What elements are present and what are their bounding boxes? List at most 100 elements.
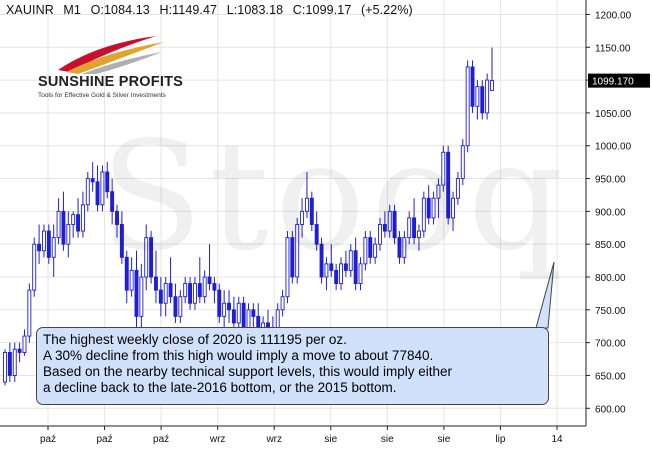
candle-body	[76, 214, 81, 232]
candle-body	[17, 348, 22, 353]
candle-body	[95, 181, 100, 206]
candle-body	[343, 263, 348, 271]
candle-body	[402, 237, 407, 258]
y-tick-label: 950.00	[595, 175, 626, 186]
candle-body	[309, 197, 314, 225]
annotation-line: The highest weekly close of 2020 is 1111…	[43, 332, 347, 347]
x-tick-label: sie	[381, 434, 394, 445]
candle-body	[421, 197, 426, 232]
candle-body	[227, 302, 231, 311]
candle-body	[353, 250, 358, 285]
watermark: Stooq	[100, 110, 570, 284]
last-price-badge	[588, 73, 650, 88]
logo-tagline: Tools for Effective Gold & Silver Invest…	[38, 92, 166, 99]
candle-body	[236, 302, 241, 324]
candle-body	[192, 283, 197, 304]
candle-body	[154, 276, 158, 291]
candle-body	[188, 283, 193, 304]
candle-body	[470, 66, 475, 107]
candle-body	[319, 243, 324, 278]
candle-body	[285, 237, 290, 298]
candle-body	[334, 269, 339, 285]
symbol-label: XAUINR	[6, 3, 54, 17]
candle-body	[475, 86, 480, 107]
change-value: (+5.22%)	[360, 3, 413, 17]
candle-body	[119, 224, 124, 258]
annotation-line: a decline back to the late-2016 bottom, …	[43, 380, 397, 395]
annotation-line: Based on the nearby technical support le…	[43, 364, 452, 379]
candle-body	[241, 302, 246, 330]
candle-body	[280, 296, 285, 311]
chart-header: XAUINR M1 O:1084.13 H:1149.47 L:1083.18 …	[6, 3, 419, 17]
open-value: O:1084.13	[90, 3, 150, 17]
candle-body	[339, 263, 343, 285]
x-tick-label: wrz	[265, 434, 282, 445]
logo-name: SUNSHINE PROFITS	[38, 74, 183, 90]
candle-body	[485, 79, 490, 114]
interval-label: M1	[63, 3, 81, 17]
candle-body	[460, 145, 465, 179]
candle-body	[329, 263, 334, 271]
candle-body	[382, 224, 387, 232]
annotation-line: A 30% decline from this high would imply…	[43, 348, 434, 363]
candle-body	[407, 217, 412, 239]
candle-body	[42, 230, 46, 252]
candle-body	[80, 204, 85, 232]
candle-body	[7, 352, 12, 376]
y-tick-label: 1050.00	[595, 109, 632, 120]
candle-body	[46, 230, 51, 258]
candle-body	[56, 210, 61, 239]
y-tick-label: 700.00	[595, 339, 626, 350]
y-tick-label: 1200.00	[595, 10, 632, 21]
candle-body	[368, 237, 373, 258]
candle-body	[451, 197, 455, 219]
candle-body	[373, 243, 378, 258]
y-tick-label: 1150.00	[595, 43, 631, 54]
high-value: H:1149.47	[159, 3, 218, 17]
y-tick-label: 600.00	[595, 404, 626, 415]
candle-body	[27, 289, 32, 337]
candle-body	[358, 263, 363, 285]
candle-body	[480, 86, 485, 114]
candle-body	[251, 309, 256, 317]
candle-body	[100, 171, 105, 206]
candle-body	[85, 178, 90, 206]
candle-body	[363, 237, 368, 265]
x-tick-label: 14	[551, 434, 563, 445]
x-tick-label: paź	[40, 434, 56, 445]
candle-body	[37, 243, 42, 252]
candle-body	[144, 237, 149, 278]
candle-body	[134, 269, 139, 317]
candle-body	[290, 237, 295, 278]
candle-body	[105, 171, 110, 193]
candle-body	[416, 230, 421, 239]
candle-body	[304, 197, 309, 212]
candle-body	[124, 256, 129, 291]
candle-body	[32, 243, 37, 291]
x-tick-label: sie	[437, 434, 450, 445]
candle-body	[387, 210, 392, 232]
candle-body	[441, 151, 446, 186]
candle-body	[22, 335, 27, 353]
candle-body	[392, 210, 397, 239]
x-tick-label: sie	[324, 434, 337, 445]
y-tick-label: 850.00	[595, 240, 626, 251]
last-price-label: 1099.170	[592, 77, 634, 88]
y-tick-label: 1000.00	[595, 142, 632, 153]
y-tick-label: 650.00	[595, 371, 626, 382]
candle-body	[397, 237, 402, 258]
candle-body	[197, 283, 202, 298]
candle-body	[436, 184, 441, 199]
x-tick-label: paź	[96, 434, 112, 445]
candle-body	[431, 197, 436, 219]
candle-body	[139, 276, 144, 317]
candle-body	[212, 283, 217, 291]
close-value: C:1099.17	[292, 3, 352, 17]
candle-body	[348, 250, 353, 271]
y-tick-label: 900.00	[595, 207, 626, 218]
candle-body	[207, 276, 212, 285]
candle-body	[324, 263, 329, 278]
candle-body	[3, 352, 7, 383]
candle-body	[295, 224, 300, 278]
logo-swoosh-icon	[58, 36, 164, 74]
